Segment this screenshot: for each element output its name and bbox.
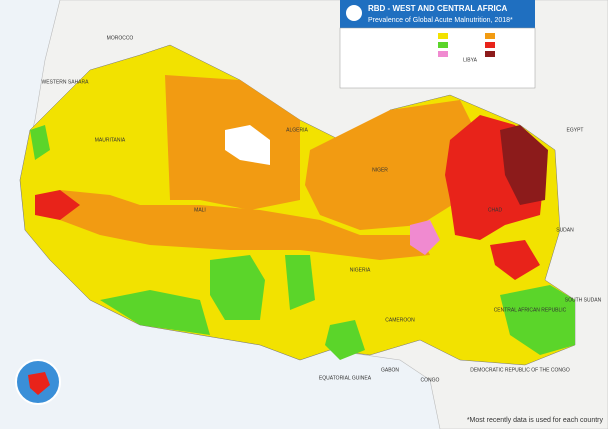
legend-swatch [438, 42, 448, 48]
region-nodata [225, 125, 270, 165]
title: RBD - WEST AND CENTRAL AFRICA [368, 4, 507, 13]
globe-region [28, 372, 50, 395]
region-darkred [500, 125, 548, 205]
country-label: NIGER [372, 167, 388, 173]
legend-swatch [485, 33, 495, 39]
legend-swatch [438, 51, 448, 57]
title-bar [340, 0, 535, 28]
country-label: MAURITANIA [95, 137, 126, 143]
country-label: DEMOCRATIC REPUBLIC OF THE CONGO [470, 367, 570, 373]
country-label: GABON [381, 367, 399, 373]
country-labels: WESTERN SAHARA ALGERIA MALI MAURITANIA NIGER… [42, 35, 602, 383]
legend-panel [339, 27, 536, 89]
logo [346, 5, 362, 21]
region-green [210, 255, 265, 320]
region-orange [305, 100, 480, 230]
country-label: CONGO [421, 377, 440, 383]
country-label: ALGERIA [286, 127, 308, 133]
region-green [100, 290, 210, 335]
region-pink [410, 220, 440, 255]
region-orange [60, 190, 430, 260]
country-label: MALI [194, 207, 206, 213]
footnote: *Most recently data is used for each cou… [467, 417, 604, 424]
region-green [285, 255, 315, 310]
country-label: EGYPT [567, 127, 584, 133]
country-label: LIBYA [463, 57, 477, 63]
country-label: WESTERN SAHARA [42, 79, 90, 85]
region-red [35, 190, 80, 220]
country-label: MOROCCO [107, 35, 134, 41]
country-label: CAMEROON [385, 317, 415, 323]
country-label: NIGERIA [350, 267, 371, 273]
region-green [325, 320, 365, 360]
legend-swatch [485, 51, 495, 57]
region-green [500, 285, 575, 355]
country-label: CENTRAL AFRICAN REPUBLIC [494, 307, 567, 313]
country-label: EQUATORIAL GUINEA [319, 375, 372, 381]
country-label: CHAD [488, 207, 503, 213]
country-label: SOUTH SUDAN [565, 297, 602, 303]
region-red [490, 240, 540, 280]
legend-swatch [438, 33, 448, 39]
legend-swatch [485, 42, 495, 48]
country-label: SUDAN [556, 227, 574, 233]
subtitle: Prevalence of Global Acute Malnutrition,… [368, 17, 513, 24]
region-green [30, 125, 50, 160]
